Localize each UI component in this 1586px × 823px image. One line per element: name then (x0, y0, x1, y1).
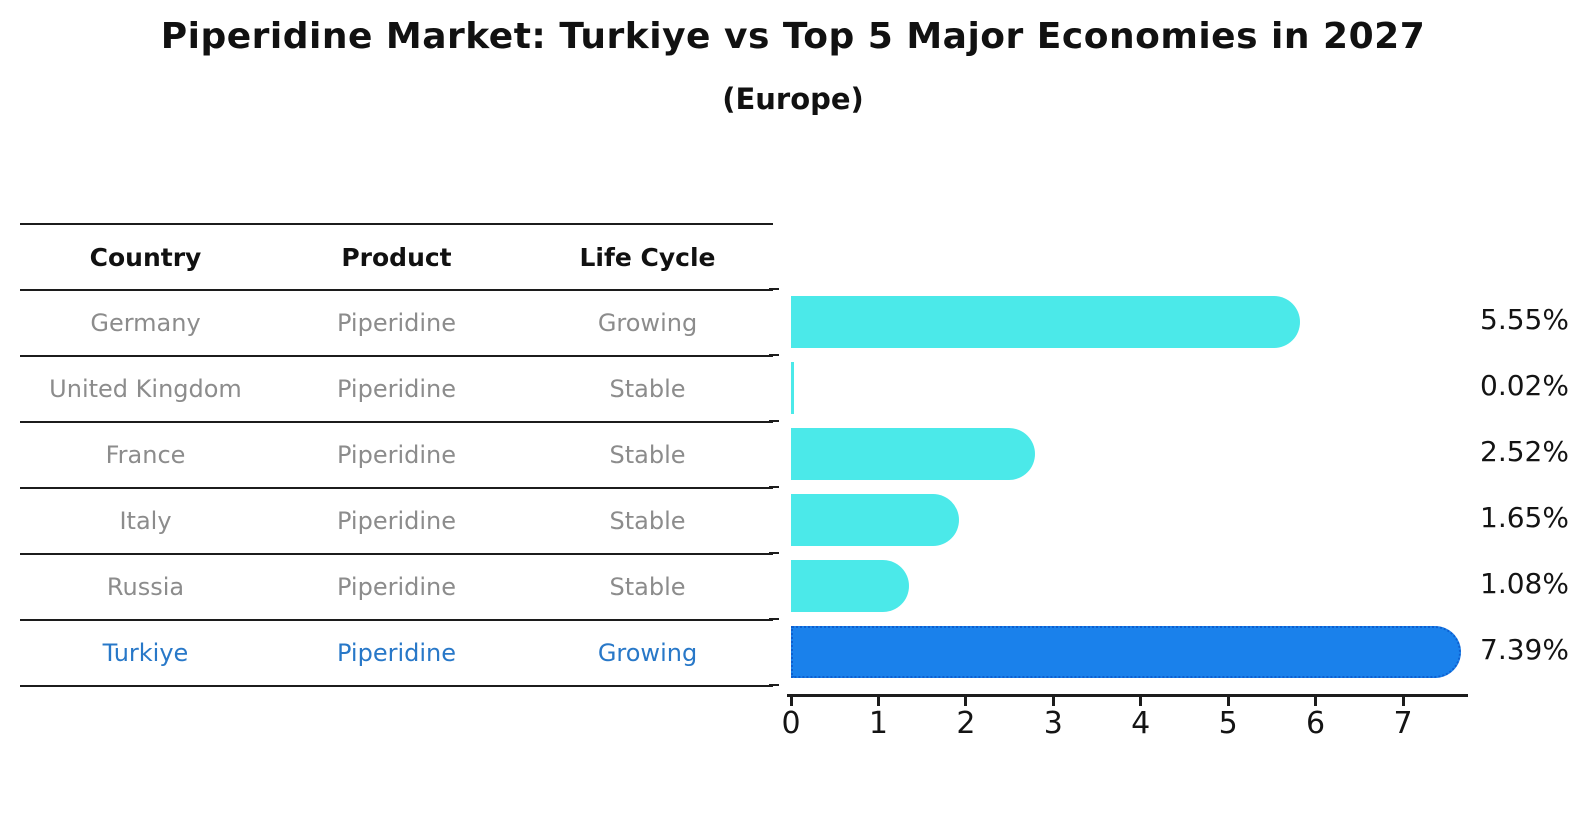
bar-united-kingdom (791, 362, 794, 414)
x-axis-tick-2 (964, 695, 968, 706)
table-header-row-cell-1: Product (341, 242, 452, 272)
chart-subtitle: (Europe) (722, 82, 864, 116)
table-row-united-kingdom-cell-0: United Kingdom (49, 375, 242, 403)
x-axis-tick-7 (1401, 695, 1405, 706)
table-row-germany-cell-2: Growing (597, 309, 698, 337)
x-axis-tick-1 (876, 695, 880, 706)
x-axis-line (787, 694, 1468, 697)
bar-turkiye (791, 626, 1462, 678)
value-label-5: 7.39% (1480, 633, 1569, 666)
bar-germany (791, 296, 1301, 348)
table-row-germany-cell-0: Germany (90, 309, 201, 337)
y-axis-tick-2 (769, 420, 779, 422)
y-axis-tick-0 (769, 288, 779, 290)
x-axis-label-5: 5 (1218, 706, 1238, 741)
bar-russia (791, 560, 910, 612)
table-row-italy-cell-0: Italy (119, 507, 172, 535)
table-row-germany: Germany Piperidine Growing (20, 289, 773, 355)
x-axis-tick-3 (1051, 695, 1055, 706)
x-axis-label-1: 1 (868, 706, 888, 741)
x-axis-tick-0 (789, 695, 793, 706)
x-axis-label-6: 6 (1306, 706, 1326, 741)
table-row-germany-cell-1: Piperidine (336, 309, 457, 337)
table-row-turkiye-cell-2: Growing (597, 639, 698, 667)
table-row-france-cell-2: Stable (609, 441, 686, 469)
bar-italy (791, 494, 960, 546)
x-axis-tick-5 (1226, 695, 1230, 706)
x-axis-label-0: 0 (781, 706, 801, 741)
table-row-france-cell-1: Piperidine (336, 441, 457, 469)
chart-title: Piperidine Market: Turkiye vs Top 5 Majo… (160, 16, 1426, 57)
table-row-russia-cell-2: Stable (609, 573, 686, 601)
table-row-turkiye: Turkiye Piperidine Growing (20, 619, 773, 685)
bar-france (791, 428, 1036, 480)
x-axis-label-7: 7 (1393, 706, 1413, 741)
table-header-row-cell-2: Life Cycle (579, 242, 716, 272)
x-axis-tick-4 (1139, 695, 1143, 706)
x-axis-tick-6 (1314, 695, 1318, 706)
table-row-united-kingdom-cell-2: Stable (609, 375, 686, 403)
value-label-4: 1.08% (1480, 567, 1569, 600)
table-header-row-cell-0: Country (89, 242, 202, 272)
value-label-2: 2.52% (1480, 435, 1569, 468)
table-row-france: France Piperidine Stable (20, 421, 773, 487)
table-row-russia-cell-0: Russia (106, 573, 185, 601)
table-row-russia-cell-1: Piperidine (336, 573, 457, 601)
table-header-row: Country Product Life Cycle (20, 223, 773, 289)
y-axis-tick-5 (769, 618, 779, 620)
table-row-united-kingdom: United Kingdom Piperidine Stable (20, 355, 773, 421)
table-row-russia: Russia Piperidine Stable (20, 553, 773, 619)
y-axis-tick-6 (769, 684, 779, 686)
value-label-0: 5.55% (1480, 303, 1569, 336)
y-axis-tick-1 (769, 354, 779, 356)
table-row-turkiye-cell-1: Piperidine (336, 639, 457, 667)
table-row-italy-cell-2: Stable (609, 507, 686, 535)
table-row-italy: Italy Piperidine Stable (20, 487, 773, 553)
table-bottom-rule (20, 685, 773, 687)
table-row-united-kingdom-cell-1: Piperidine (336, 375, 457, 403)
x-axis-label-2: 2 (956, 706, 976, 741)
x-axis-label-4: 4 (1131, 706, 1151, 741)
y-axis-tick-3 (769, 486, 779, 488)
x-axis-label-3: 3 (1043, 706, 1063, 741)
value-label-3: 1.65% (1480, 501, 1569, 534)
table-row-turkiye-cell-0: Turkiye (102, 639, 189, 667)
table-row-france-cell-0: France (105, 441, 186, 469)
value-label-1: 0.02% (1480, 369, 1569, 402)
y-axis-tick-4 (769, 552, 779, 554)
table-row-italy-cell-1: Piperidine (336, 507, 457, 535)
